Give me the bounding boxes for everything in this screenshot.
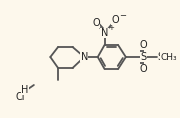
- Text: Cl: Cl: [15, 92, 25, 102]
- Text: H: H: [21, 85, 29, 95]
- Text: −: −: [119, 11, 126, 21]
- Text: O: O: [140, 64, 147, 74]
- Text: O: O: [92, 18, 100, 28]
- Text: O: O: [140, 40, 147, 50]
- Text: O: O: [111, 15, 119, 25]
- Text: +: +: [108, 25, 114, 31]
- Text: S: S: [140, 52, 146, 62]
- Text: S: S: [158, 52, 164, 62]
- Text: N: N: [101, 28, 108, 38]
- Text: N: N: [80, 52, 88, 62]
- Text: S: S: [157, 52, 163, 62]
- Text: CH₃: CH₃: [161, 53, 177, 61]
